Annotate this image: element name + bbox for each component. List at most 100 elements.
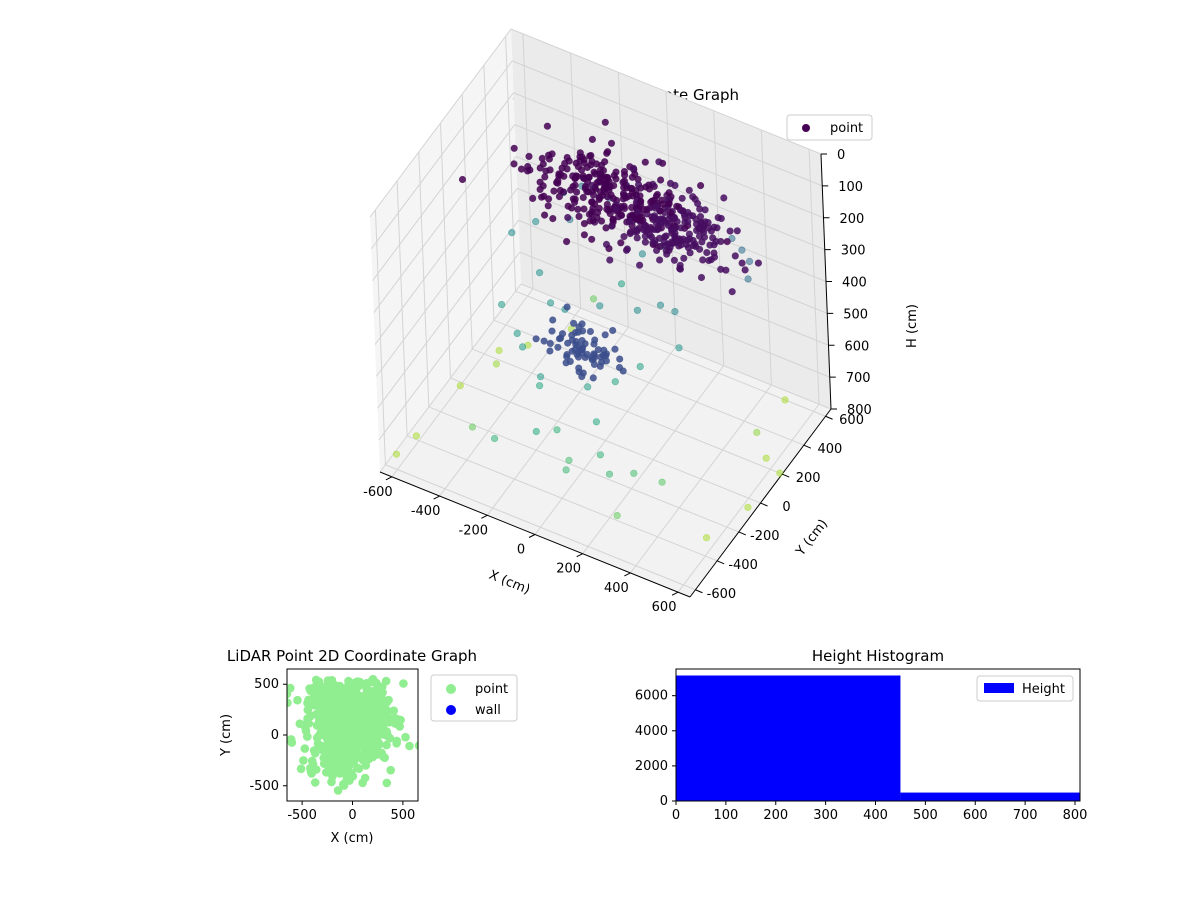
data-point-3d (601, 352, 610, 360)
y-tick-label: -500 (249, 779, 279, 794)
data-point-3d (541, 173, 549, 181)
data-point-3d (650, 212, 659, 220)
data-point-2d (336, 726, 346, 736)
data-point-3d (596, 451, 605, 459)
data-point-3d (636, 363, 644, 371)
grid-line (518, 219, 829, 346)
data-point-3d (609, 216, 617, 224)
data-point-3d (563, 353, 571, 361)
data-point-3d (677, 241, 685, 249)
data-point-3d (592, 418, 601, 426)
data-point-3d (572, 337, 580, 346)
chart-histogram-ticks: 0 100 200 300 400 500 600 700 800 0 2000 4000 6000 (635, 689, 1088, 823)
data-point-2d (300, 721, 310, 731)
data-point-3d (546, 347, 554, 355)
data-point-3d (731, 252, 739, 260)
chart-histogram-legend: Height (976, 675, 1074, 702)
data-point-3d (744, 503, 752, 511)
x-tick (385, 476, 393, 481)
data-point-2d (318, 698, 327, 707)
grid-line (450, 377, 761, 504)
y-tick-label: 0 (271, 728, 279, 743)
data-point-3d (492, 360, 501, 368)
y-tick (781, 473, 790, 478)
data-point-2d (341, 747, 351, 757)
grid-line (370, 60, 513, 250)
data-point-3d (633, 234, 641, 242)
data-point-3d (578, 153, 586, 161)
data-point-3d (569, 172, 577, 180)
data-point-3d (681, 213, 689, 221)
data-point-3d (745, 257, 754, 266)
data-point-3d (529, 194, 537, 202)
z-tick-label: 0 (837, 148, 845, 163)
data-point-3d (540, 192, 548, 200)
data-point-2d (382, 778, 392, 788)
x-tick-label: -600 (363, 485, 393, 500)
data-point-3d (726, 227, 734, 235)
grid-line (510, 28, 822, 155)
data-point-3d (468, 423, 477, 431)
data-point-3d (546, 339, 554, 348)
data-point-3d (603, 205, 611, 213)
chart-histogram-bars (676, 675, 1080, 801)
data-point-2d (414, 741, 418, 750)
data-point-3d (662, 247, 670, 255)
z-tick-label: 700 (846, 371, 871, 386)
y-tick-label: -600 (707, 587, 737, 602)
data-point-3d (612, 205, 620, 213)
x-tick-label: 500 (390, 808, 415, 823)
data-point-2d (358, 778, 367, 788)
data-point-3d (586, 327, 595, 336)
data-point-3d (703, 249, 711, 257)
data-point-2d (344, 681, 353, 690)
chart-histogram-legend-label: Height (1022, 682, 1065, 697)
data-point-3d (697, 273, 706, 282)
data-point-2d (332, 751, 341, 760)
data-point-2d (293, 695, 302, 705)
data-point-2d (368, 752, 378, 762)
data-point-3d (640, 223, 649, 231)
data-point-2d (312, 765, 321, 774)
grid-line (512, 60, 823, 187)
data-point-3d (633, 208, 642, 216)
data-point-3d (635, 261, 644, 269)
data-point-3d (633, 306, 642, 314)
data-point-3d (544, 202, 552, 210)
chart-histogram: Height Histogram 0 100 200 300 400 500 600 700 8… (635, 647, 1088, 823)
data-point-2d (384, 695, 393, 705)
data-point-3d (580, 159, 588, 167)
data-point-3d (612, 168, 620, 176)
grid-line (379, 283, 522, 473)
grid-line (374, 156, 517, 345)
data-point-2d (386, 765, 396, 775)
data-point-3d (624, 192, 633, 200)
x-tick-label: -400 (411, 504, 441, 519)
data-point-3d (571, 346, 579, 354)
data-point-3d (605, 470, 614, 478)
data-point-2d (348, 689, 358, 699)
data-point-3d (717, 214, 725, 223)
data-point-3d (535, 382, 544, 390)
data-point-3d (569, 319, 578, 327)
data-point-3d (738, 246, 746, 254)
data-point-3d (695, 232, 704, 240)
chart-histogram-title: Height Histogram (812, 647, 944, 665)
data-point-3d (638, 250, 647, 258)
data-point-2d (314, 677, 324, 686)
y-tick-label: 500 (254, 677, 279, 692)
data-point-3d (678, 207, 686, 215)
data-point-3d (710, 241, 718, 249)
data-point-3d (647, 225, 655, 233)
data-point-3d (588, 157, 596, 165)
data-point-2d (379, 705, 389, 715)
data-point-2d (322, 768, 331, 777)
data-point-2d (373, 682, 382, 692)
data-point-3d (695, 245, 704, 253)
y-tick-label: 600 (839, 413, 864, 428)
data-point-3d (762, 454, 770, 462)
data-point-3d (558, 330, 567, 338)
y-tick-label: 6000 (635, 689, 668, 704)
data-point-3d (619, 178, 627, 186)
data-point-3d (606, 256, 614, 264)
